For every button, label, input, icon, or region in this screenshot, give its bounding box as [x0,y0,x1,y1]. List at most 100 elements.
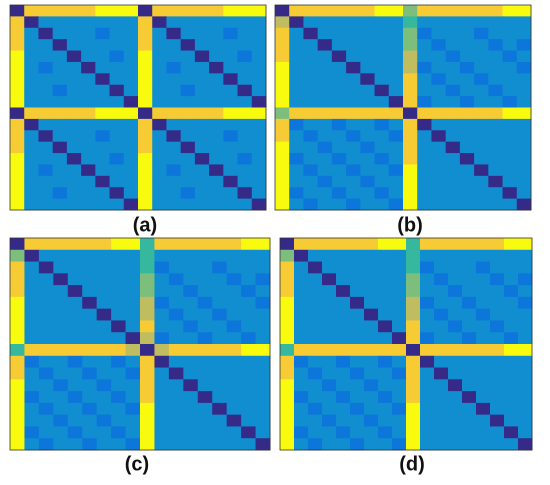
heatmap-cell [138,5,153,17]
heatmap-cell [24,367,40,380]
heatmap-cell [308,367,323,380]
heatmap-cell [502,84,518,97]
heatmap-cell [81,107,96,120]
heatmap-cell [406,238,421,251]
heatmap-cell [109,73,125,86]
heatmap-cell [38,187,54,200]
heatmap-cell [67,285,83,298]
heatmap-cell [140,391,155,404]
heatmap-cell [434,391,449,404]
heatmap-cell [212,238,228,251]
heatmap-cell [52,175,68,188]
heatmap-cell [81,16,96,29]
heatmap-cell [10,332,25,345]
heatmap-cell [111,249,127,263]
heatmap-cell [474,141,489,154]
heatmap-cell [38,96,54,108]
heatmap-cell [166,164,182,177]
heatmap-cell [317,141,333,154]
heatmap-cell [237,141,253,154]
heatmap-cell [38,84,54,97]
heatmap-cell [317,5,333,17]
heatmap-cell [168,296,184,310]
heatmap-cell [223,61,239,74]
heatmap-cell [374,187,390,200]
heatmap-cell [459,175,475,188]
heatmap-cell [180,27,196,40]
heatmap-cell [374,141,390,154]
heatmap-cell [434,379,449,392]
heatmap-cell [125,332,141,345]
heatmap-cell [154,296,170,310]
heatmap-cell [123,187,139,200]
heatmap-cell [322,367,337,380]
heatmap-cell [518,285,533,298]
heatmap-cell [168,320,184,333]
heatmap-cell [488,187,504,200]
heatmap-cell [38,355,54,369]
heatmap-cell [226,285,242,298]
heatmap-cell [154,355,170,369]
panel-label: (b) [397,214,423,236]
heatmap-cell [417,84,432,97]
heatmap-cell [434,238,449,251]
heatmap-cell [406,391,421,404]
heatmap-cell [197,308,213,321]
heatmap-cell [223,84,239,97]
heatmap-cell [96,273,112,286]
heatmap-cell [109,96,125,108]
heatmap-cell [431,175,447,188]
heatmap-cell [67,320,83,333]
heatmap-cell [53,355,69,369]
heatmap-cell [168,285,184,298]
heatmap-cell [109,118,125,131]
heatmap-cell [95,198,111,211]
heatmap-cell [303,187,319,200]
heatmap-cell [223,73,239,86]
heatmap-cell [516,50,532,63]
heatmap-cell [138,73,153,86]
heatmap-cell [38,285,54,298]
heatmap-cell [81,96,96,108]
heatmap-cell [490,391,505,404]
heatmap-cell [109,27,125,40]
heatmap-cell [490,414,505,427]
heatmap-cell [194,187,210,200]
heatmap-cell [140,273,155,286]
heatmap-cell [322,414,337,427]
heatmap-cell [294,379,309,392]
heatmap-cell [445,27,461,40]
heatmap-cell [140,332,155,345]
heatmap-cell [476,273,491,286]
heatmap-cell [417,153,432,165]
heatmap-cell [364,261,379,274]
heatmap-cell [166,107,182,120]
heatmap-cell [123,198,139,211]
heatmap-cell [275,130,290,143]
heatmap-cell [180,164,196,177]
heatmap-cell [518,332,533,345]
heatmap-cell [209,96,224,108]
heatmap-cell [209,118,224,131]
heatmap-cell [251,187,267,200]
heatmap-cell [38,141,54,154]
heatmap-cell [226,426,242,439]
heatmap-cell [431,84,447,97]
heatmap-cell [518,261,533,274]
heatmap-cell [180,175,196,188]
heatmap-cell [109,50,125,63]
heatmap-cell [111,261,127,274]
heatmap-cell [109,153,125,165]
heatmap-cell [10,426,25,439]
heatmap-cell [138,96,153,108]
heatmap-cell [350,414,365,427]
heatmap-cell [502,175,518,188]
heatmap-cell [10,16,25,29]
heatmap-cell [308,285,323,298]
heatmap-cell [448,238,463,251]
heatmap-cell [52,164,68,177]
heatmap-cell [255,414,271,427]
heatmap-cell [24,273,40,286]
heatmap-cell [476,402,491,416]
heatmap-cell [209,16,224,29]
